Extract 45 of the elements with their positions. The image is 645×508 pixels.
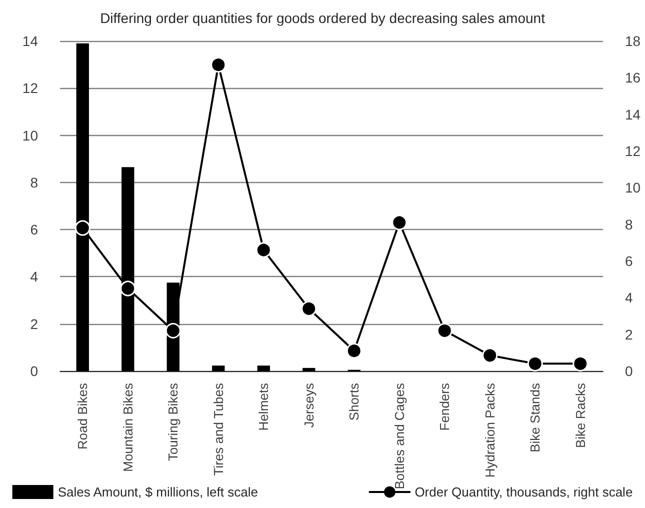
- y-tick-label: 14: [22, 33, 38, 49]
- x-tick-label: Bike Racks: [572, 382, 588, 448]
- point: [482, 348, 498, 364]
- point: [74, 220, 90, 236]
- x-tick-label: Bike Stands: [528, 382, 543, 452]
- point: [165, 322, 181, 338]
- y-tick-label: 8: [30, 174, 38, 190]
- legend-label: Sales Amount, $ millions, left scale: [58, 484, 258, 500]
- y-tick-label: 2: [30, 316, 38, 332]
- point: [346, 343, 362, 359]
- y2-tick-label: 2: [625, 326, 633, 342]
- x-tick-label: Helmets: [256, 382, 272, 431]
- x-tick-label: Shorts: [346, 382, 362, 421]
- y-tick-label: 12: [22, 80, 38, 96]
- y-tick-label: 4: [30, 268, 38, 285]
- y2-tick-label: 8: [625, 216, 633, 232]
- point: [301, 300, 317, 316]
- y2-tick-label: 14: [625, 106, 641, 122]
- point: [436, 322, 452, 338]
- y2-tick-label: 4: [625, 290, 633, 306]
- y-tick-label: 10: [22, 127, 38, 144]
- legend-label: Order Quantity, thousands, right scale: [414, 484, 633, 500]
- y-tick-label: 6: [30, 222, 38, 238]
- y2-tick-label: 10: [625, 180, 641, 196]
- x-tick-label: Mountain Bikes: [120, 382, 136, 472]
- y-tick-label: 0: [30, 363, 38, 379]
- x-tick-label: Road Bikes: [75, 382, 90, 450]
- x-tick-label: Hydration Packs: [482, 382, 498, 478]
- y2-tick-label: 16: [625, 70, 641, 86]
- y2-tick-label: 18: [625, 33, 641, 49]
- x-tick-label: Fenders: [437, 382, 452, 431]
- point: [572, 356, 588, 372]
- x-tick-label: Touring Bikes: [166, 382, 181, 462]
- point: [120, 280, 136, 296]
- chart-title: Differing order quantities for goods ordered by decreasing sales amount: [100, 10, 546, 26]
- point: [256, 242, 272, 258]
- x-tick-label: Bottles and Cages: [392, 382, 407, 490]
- point: [210, 57, 226, 73]
- y2-tick-label: 6: [625, 253, 633, 269]
- y2-tick-label: 12: [625, 143, 641, 159]
- point: [527, 356, 543, 372]
- point: [392, 214, 408, 230]
- y2-tick-label: 0: [625, 363, 633, 379]
- x-tick-label: Jerseys: [301, 382, 316, 428]
- x-tick-label: Tires and Tubes: [210, 382, 226, 476]
